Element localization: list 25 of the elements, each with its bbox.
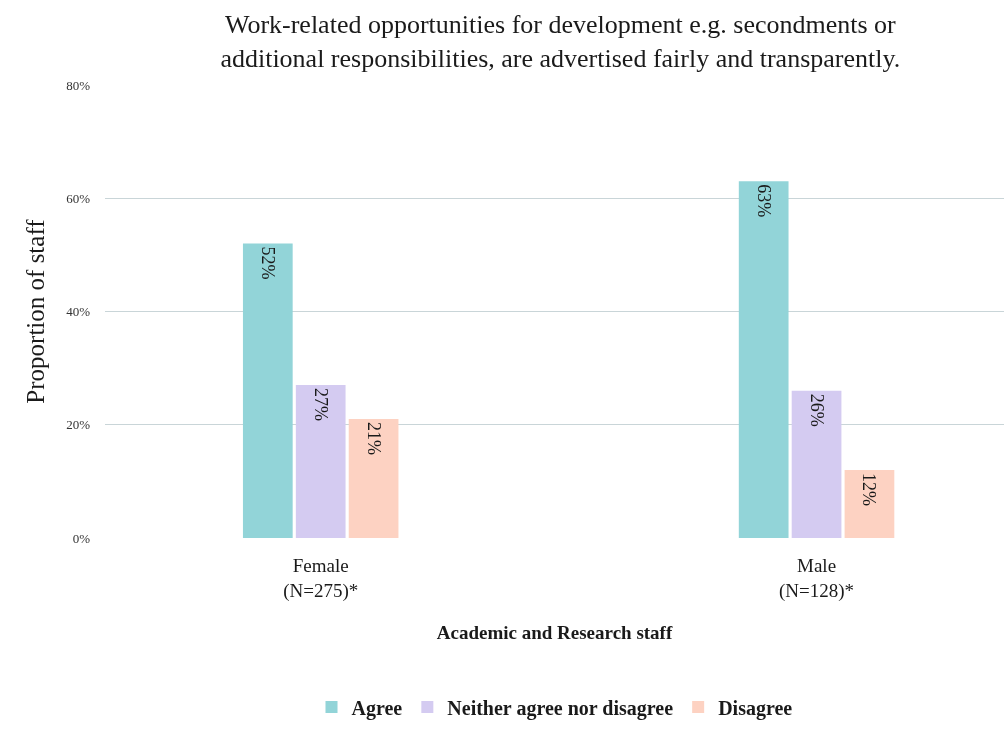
data-label: 52% — [257, 246, 278, 280]
chart-title: Work-related opportunities for development e.g. secondments or additional responsibilities, are advertised fairly and transparently. — [220, 9, 901, 73]
x-tick-label: Male (N=128)* — [779, 555, 855, 602]
bar — [242, 243, 293, 538]
bar — [348, 419, 399, 538]
legend-label: Agree — [351, 696, 403, 720]
y-tick-label: 80% — [66, 77, 91, 93]
y-tick-label: 60% — [66, 190, 91, 206]
y-tick-label: 20% — [66, 417, 91, 433]
bar — [738, 181, 789, 538]
data-label: 63% — [753, 184, 774, 218]
data-label: 12% — [859, 473, 880, 507]
data-label: 26% — [806, 393, 827, 427]
bar — [791, 390, 842, 538]
y-tick-label: 0% — [72, 530, 91, 546]
legend-label: Neither agree nor disagree — [447, 696, 674, 720]
legend-label: Disagree — [718, 696, 793, 720]
bar — [844, 470, 895, 538]
y-axis-title: Proportion of staff — [21, 218, 49, 404]
bar — [295, 385, 346, 538]
data-label: 21% — [363, 422, 384, 456]
x-axis-title: Academic and Research staff — [436, 621, 673, 643]
data-label: 27% — [310, 388, 331, 422]
y-tick-label: 40% — [66, 304, 91, 320]
x-tick-label: Female (N=275)* — [283, 555, 359, 602]
